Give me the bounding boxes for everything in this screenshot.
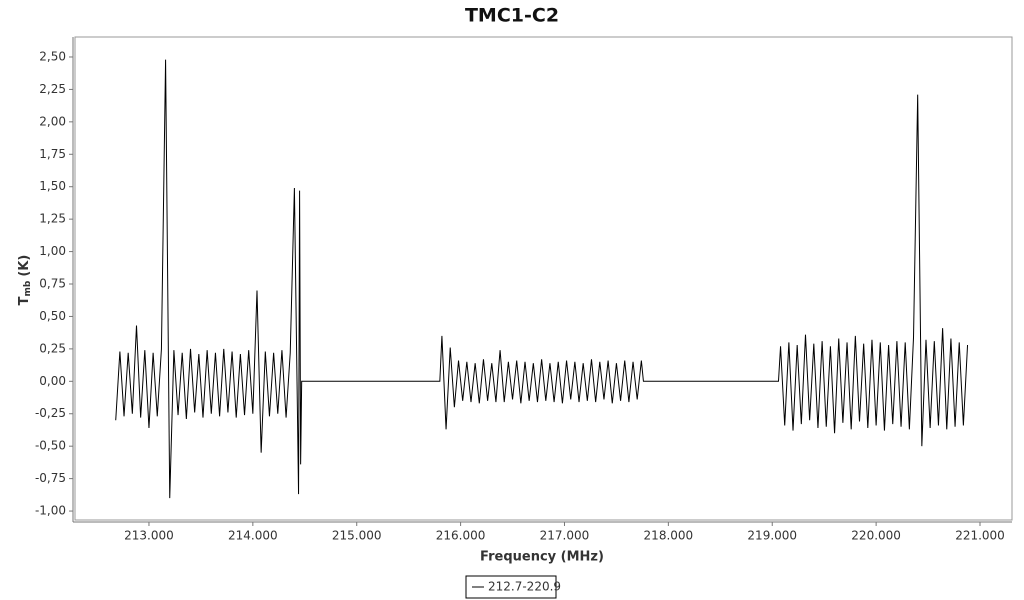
y-tick-label: 1,25 — [39, 212, 66, 226]
y-tick-label: -0,50 — [35, 439, 66, 453]
x-axis-title: Frequency (MHz) — [480, 550, 604, 565]
legend-label: 212.7-220.9 — [488, 580, 561, 594]
y-tick-label: 1,75 — [39, 147, 66, 161]
y-tick-label: -0,75 — [35, 471, 66, 485]
chart-title: TMC1-C2 — [465, 5, 559, 27]
x-tick-label: 218.000 — [644, 529, 694, 543]
y-tick-label: 1,00 — [39, 244, 66, 258]
x-tick-label: 221.000 — [955, 529, 1005, 543]
spectrum-line — [115, 59, 969, 499]
y-title-main: T — [17, 296, 32, 305]
y-tick-label: 2,25 — [39, 82, 66, 96]
y-tick-label: 0,00 — [39, 374, 66, 388]
y-tick-label: 0,75 — [39, 277, 66, 291]
x-tick-label: 220.000 — [851, 529, 901, 543]
y-tick-label: -1,00 — [35, 504, 66, 518]
x-tick-label: 219.000 — [747, 529, 797, 543]
y-tick-label: -0,25 — [35, 406, 66, 420]
legend-box — [465, 575, 557, 599]
x-tick-label: 216.000 — [436, 529, 486, 543]
y-tick-label: 0,25 — [39, 341, 66, 355]
x-tick-label: 213.000 — [124, 529, 174, 543]
plot-frame — [74, 36, 1013, 521]
y-tick-label: 0,50 — [39, 309, 66, 323]
x-tick-label: 215.000 — [332, 529, 382, 543]
y-title-unit: (K) — [17, 255, 32, 277]
x-tick-label: 214.000 — [228, 529, 278, 543]
y-title-sub: mb — [23, 280, 33, 296]
y-tick-label: 2,50 — [39, 49, 66, 63]
y-axis-title: Tmb (K) — [17, 255, 33, 306]
y-tick-label: 1,50 — [39, 179, 66, 193]
x-tick-label: 217.000 — [540, 529, 590, 543]
y-tick-label: 2,00 — [39, 114, 66, 128]
